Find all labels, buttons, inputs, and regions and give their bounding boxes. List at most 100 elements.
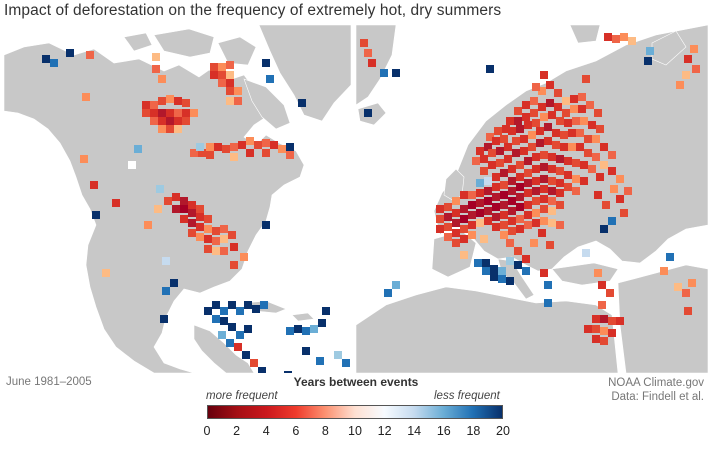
- cell: [492, 173, 500, 181]
- cell: [220, 225, 228, 233]
- cell: [532, 219, 540, 227]
- cell: [484, 207, 492, 215]
- cell: [498, 275, 506, 283]
- cell: [556, 179, 564, 187]
- cell: [218, 331, 226, 339]
- cell: [492, 223, 500, 231]
- cell: [532, 153, 540, 161]
- cell: [600, 161, 608, 169]
- cell: [380, 69, 388, 77]
- cell: [596, 125, 604, 133]
- cell: [166, 95, 174, 103]
- cell: [508, 227, 516, 235]
- credit-data: Data: Findell et al.: [611, 391, 704, 403]
- cell: [230, 153, 238, 161]
- cell: [522, 255, 530, 263]
- cell: [476, 147, 484, 155]
- baffin-island: [243, 78, 291, 130]
- cell: [624, 187, 632, 195]
- cell: [128, 161, 136, 169]
- cell: [212, 227, 220, 235]
- cell: [508, 187, 516, 195]
- cell: [572, 175, 580, 183]
- cell: [230, 243, 238, 251]
- cell: [234, 97, 242, 105]
- cell: [286, 327, 294, 335]
- cell: [548, 165, 556, 173]
- cell: [516, 161, 524, 169]
- cell: [588, 121, 596, 129]
- cell: [530, 239, 538, 247]
- cell: [540, 185, 548, 193]
- cell: [188, 201, 196, 209]
- cell: [230, 261, 238, 269]
- cell: [628, 37, 636, 45]
- cell: [364, 109, 372, 117]
- cell: [152, 53, 160, 61]
- cell: [514, 117, 522, 125]
- cell: [468, 211, 476, 219]
- cell: [514, 107, 522, 115]
- cell: [174, 109, 182, 117]
- cell: [364, 49, 372, 57]
- turkey: [551, 262, 619, 286]
- cell: [532, 119, 540, 127]
- cell: [506, 277, 514, 285]
- cell: [516, 225, 524, 233]
- cell: [492, 203, 500, 211]
- cell: [508, 127, 516, 135]
- cell: [498, 267, 506, 275]
- cell: [586, 101, 594, 109]
- cell: [210, 63, 218, 71]
- cell: [674, 283, 682, 291]
- cell: [532, 177, 540, 185]
- cell: [242, 351, 250, 359]
- cell: [500, 201, 508, 209]
- cell: [504, 155, 512, 163]
- cell: [436, 225, 444, 233]
- cell: [204, 215, 212, 223]
- cell: [492, 137, 500, 145]
- cell: [572, 159, 580, 167]
- cell: [538, 229, 546, 237]
- cell: [460, 225, 468, 233]
- cell: [540, 71, 548, 79]
- cell: [226, 61, 234, 69]
- cell: [230, 143, 238, 151]
- cell: [492, 213, 500, 221]
- cell: [500, 181, 508, 189]
- cell: [198, 149, 206, 157]
- cell: [342, 359, 350, 367]
- north-america-map: [4, 25, 351, 373]
- cell: [530, 97, 538, 105]
- cell: [150, 117, 158, 125]
- cell: [468, 201, 476, 209]
- cell: [246, 137, 254, 145]
- cell: [524, 221, 532, 229]
- cell: [360, 39, 368, 47]
- cell: [260, 301, 268, 309]
- cell: [166, 117, 174, 125]
- cell: [502, 125, 510, 133]
- cell: [516, 183, 524, 191]
- cell: [556, 117, 564, 125]
- cell: [562, 109, 570, 117]
- cell: [544, 137, 552, 145]
- cell: [234, 343, 242, 351]
- cell: [592, 335, 600, 343]
- cell: [512, 137, 520, 145]
- cell: [540, 205, 548, 213]
- cell: [538, 103, 546, 111]
- cell: [196, 223, 204, 231]
- cell: [482, 267, 490, 275]
- arctic-island-3: [123, 32, 153, 52]
- cell: [572, 187, 580, 195]
- hispaniola: [291, 312, 315, 322]
- cell: [560, 143, 568, 151]
- cell: [180, 197, 188, 205]
- cell: [174, 125, 182, 133]
- cell: [524, 189, 532, 197]
- cell: [196, 213, 204, 221]
- cell: [556, 201, 564, 209]
- cell: [444, 233, 452, 241]
